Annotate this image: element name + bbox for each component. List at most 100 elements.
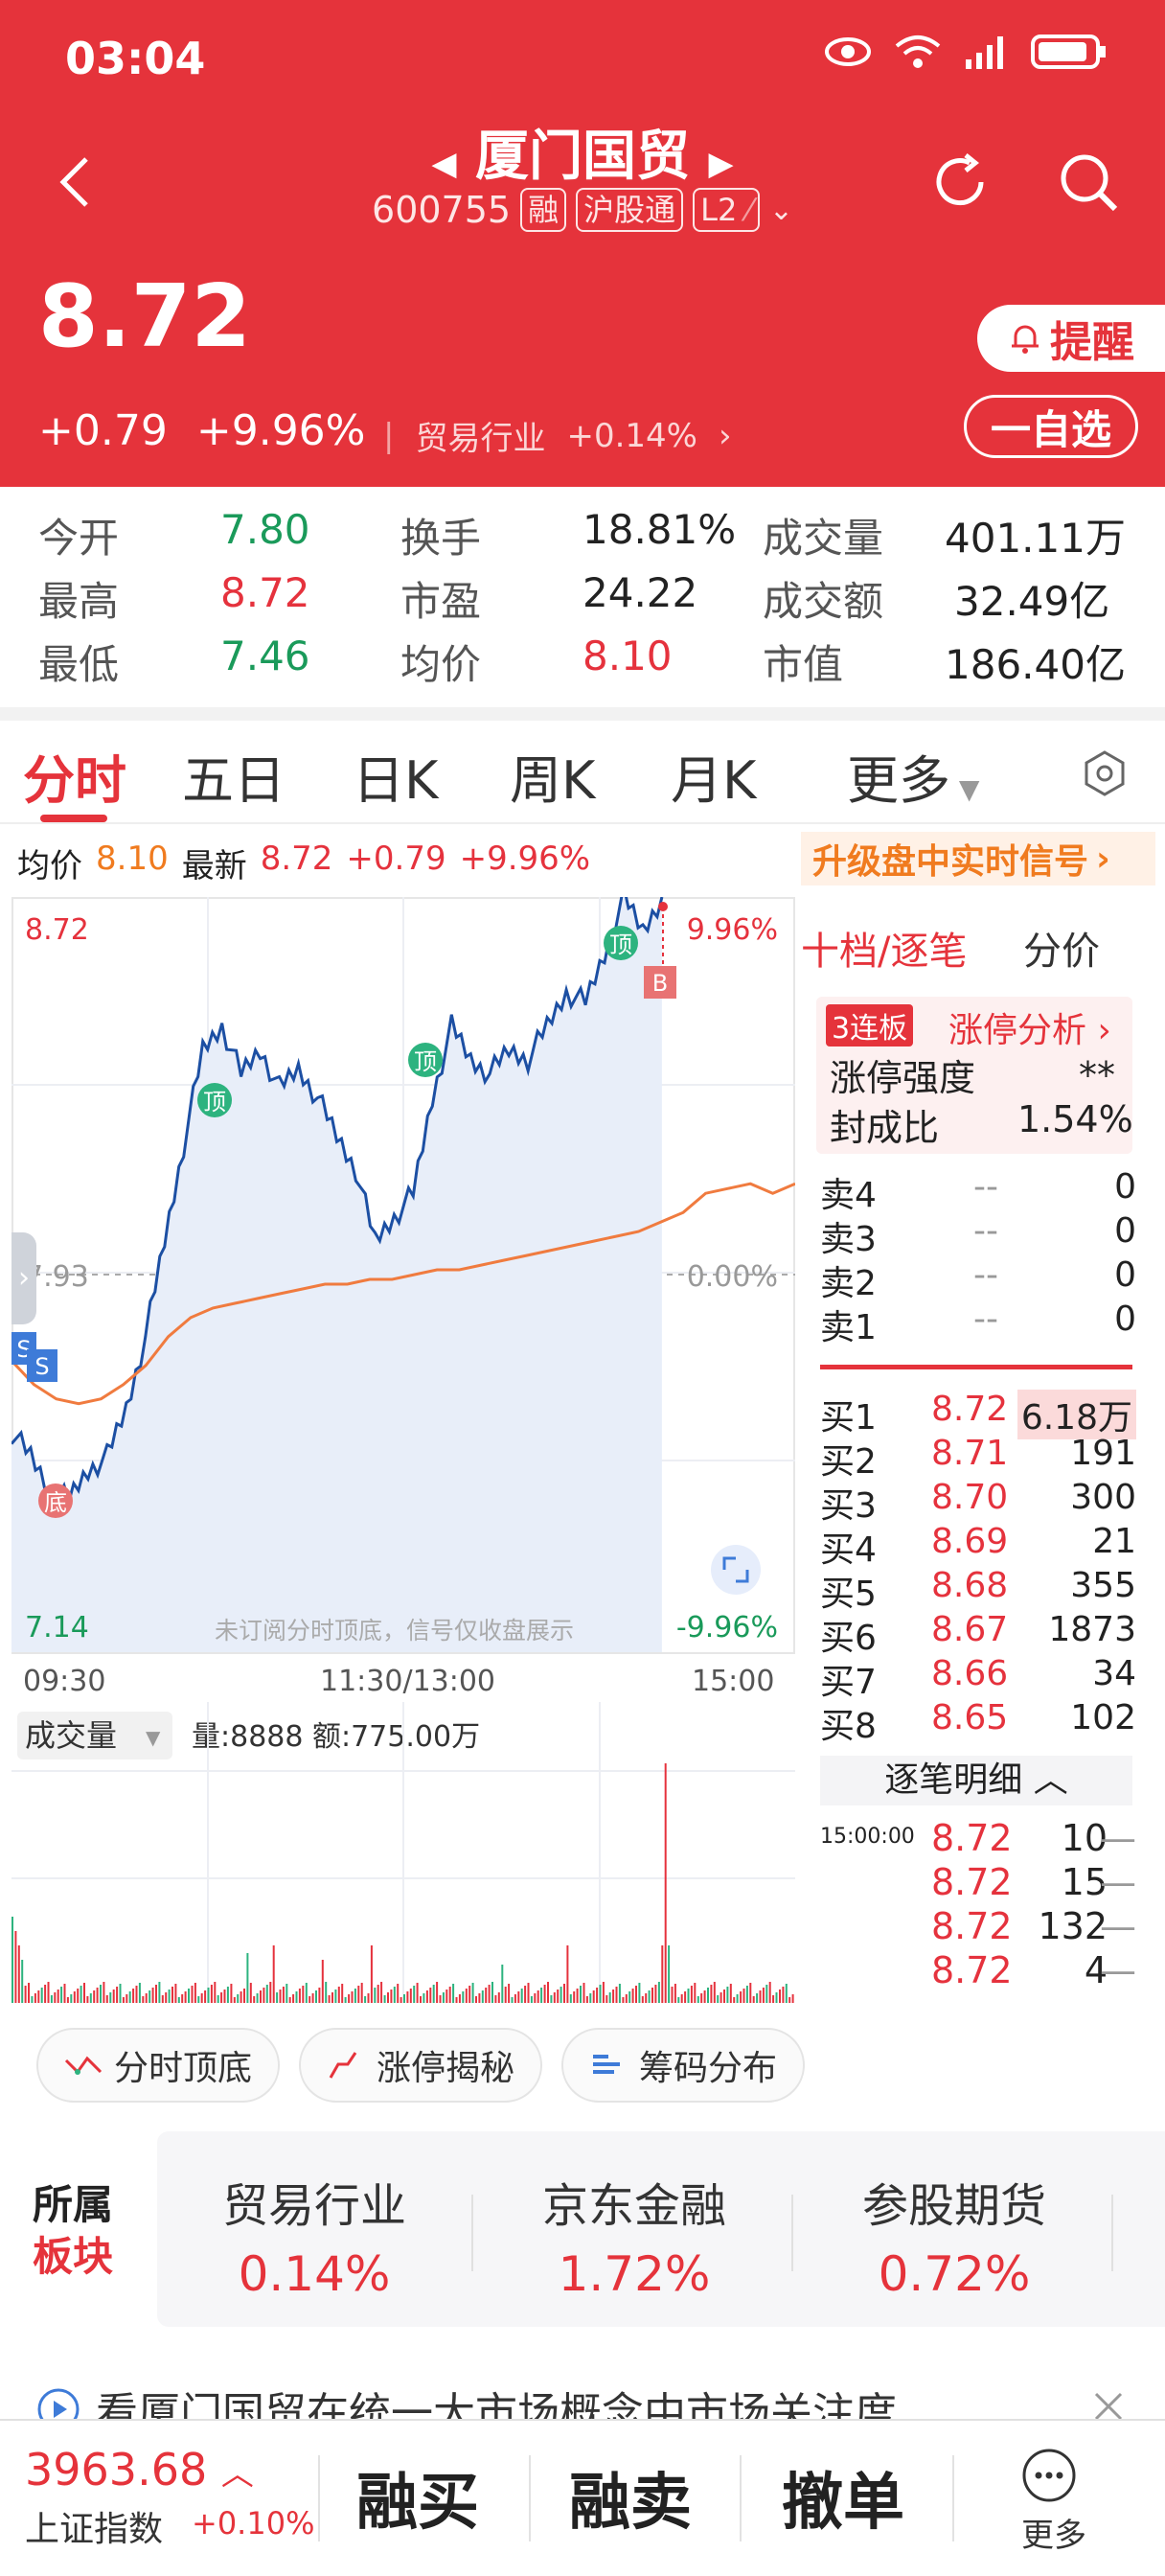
- volume-bar: [700, 1993, 703, 2003]
- change-row: +0.79 +9.96%: [38, 406, 366, 455]
- axis-top-price: 8.72: [25, 913, 89, 947]
- chevron-down-icon[interactable]: ⌄: [768, 193, 793, 227]
- volume-bar: [220, 1992, 223, 2003]
- average-line: [11, 1182, 795, 1406]
- volume-bar: [635, 1986, 637, 2003]
- volume-bar: [240, 1991, 242, 2003]
- open-label: 今开: [38, 515, 120, 562]
- volume-bar: [11, 1917, 13, 2003]
- tab-weekly-k[interactable]: 周K: [510, 750, 596, 811]
- volume-bar: [707, 1988, 709, 2003]
- sell-row: 卖4 -- 0: [820, 1167, 1136, 1215]
- tab-intraday[interactable]: 分时: [23, 750, 126, 811]
- next-stock-icon[interactable]: ▶: [708, 145, 734, 183]
- trade-detail-toggle[interactable]: 逐笔明细 ︿: [820, 1756, 1132, 1806]
- limit-up-secret-button[interactable]: 涨停揭秘: [299, 2028, 542, 2103]
- volume-bar: [171, 1987, 173, 2003]
- volume-bar: [142, 1996, 145, 2003]
- chip-distribution-button[interactable]: 筹码分布: [561, 2028, 805, 2103]
- volume-bar: [768, 1982, 771, 2003]
- volume-bar: [779, 1990, 781, 2003]
- prev-stock-icon[interactable]: ◀: [431, 145, 457, 183]
- chart-settings-icon[interactable]: [1081, 749, 1129, 797]
- volume-bar: [217, 1995, 219, 2003]
- volume-bar: [200, 1993, 203, 2003]
- price-area: [11, 897, 662, 1652]
- volume-bar: [318, 1988, 321, 2003]
- volume-bar: [308, 1996, 311, 2003]
- cap-value: 186.40亿: [945, 641, 1126, 688]
- tab-ten-level[interactable]: 十档/逐笔: [801, 930, 968, 974]
- volume-bar: [425, 1990, 428, 2003]
- remind-button[interactable]: 提醒: [977, 305, 1165, 372]
- sell-row: 卖1 -- 0: [820, 1300, 1136, 1347]
- side-expand-handle[interactable]: ›: [11, 1232, 36, 1324]
- volume-bar: [514, 1994, 516, 2003]
- more-button[interactable]: 更多: [1021, 2448, 1086, 2556]
- volume-bar: [403, 1994, 405, 2003]
- volume-bar: [325, 1982, 328, 2003]
- sector-item[interactable]: 参股期货 0.72%: [861, 2179, 1046, 2302]
- volume-bar: [158, 1982, 161, 2003]
- volume-bar: [24, 1986, 27, 2003]
- sector-panel: [157, 2131, 1165, 2327]
- buy-row: 买8 8.65 102: [820, 1698, 1136, 1746]
- margin-sell-button[interactable]: 融卖: [569, 2468, 692, 2539]
- close-icon[interactable]: [1092, 2390, 1125, 2423]
- tag-connect: 沪股通: [576, 188, 684, 232]
- back-icon[interactable]: [56, 153, 94, 211]
- volume-bar: [618, 1984, 621, 2003]
- axis-bottom-pct: -9.96%: [676, 1611, 778, 1644]
- volume-bar: [785, 1984, 788, 2003]
- sector-item[interactable]: 京东金融 1.72%: [541, 2179, 726, 2302]
- volume-bar: [465, 1989, 468, 2003]
- volume-bar: [534, 1993, 537, 2003]
- tab-more[interactable]: 更多 ▼: [847, 750, 980, 811]
- margin-buy-button[interactable]: 融买: [356, 2468, 479, 2539]
- limit-analysis-link[interactable]: 涨停分析 ›: [948, 1011, 1111, 1050]
- seal-label: 封成比: [830, 1107, 940, 1149]
- expand-icon: [711, 1545, 761, 1595]
- volume-bar: [668, 1945, 671, 2003]
- trend-icon: [64, 2056, 103, 2075]
- cancel-order-button[interactable]: 撤单: [782, 2468, 904, 2539]
- index-price[interactable]: 3963.68 ︿: [25, 2444, 254, 2496]
- volume-bar: [380, 1982, 383, 2003]
- add-favorite-button[interactable]: 一自选: [964, 395, 1138, 458]
- tab-price-dist[interactable]: 分价: [1023, 930, 1100, 974]
- sector-item[interactable]: 贸易行业 0.14%: [221, 2179, 406, 2302]
- volume-bar: [243, 1989, 245, 2003]
- volume-bar: [742, 1989, 745, 2003]
- upgrade-signal-banner[interactable]: 升级盘中实时信号 ›: [801, 832, 1155, 886]
- search-icon[interactable]: [1056, 150, 1121, 215]
- industry-link[interactable]: | 贸易行业 +0.14% ›: [383, 412, 732, 459]
- volume-bar: [736, 1994, 739, 2003]
- tab-daily-k[interactable]: 日K: [353, 750, 439, 811]
- eye-icon: [825, 37, 871, 66]
- volume-bar: [63, 1984, 66, 2003]
- volume-bar: [337, 1987, 340, 2003]
- tag-l2[interactable]: L2 ⁄: [693, 188, 760, 232]
- volume-bar: [89, 1993, 92, 2003]
- refresh-icon[interactable]: [927, 150, 993, 215]
- volume-bar: [687, 1989, 690, 2003]
- tick-row: 15:00:00 8.72 10—: [820, 1817, 1136, 1859]
- tab-monthly-k[interactable]: 月K: [671, 750, 757, 811]
- volume-bar: [116, 1987, 119, 2003]
- volume-bar: [364, 1996, 367, 2003]
- volume-bar: [83, 1983, 85, 2003]
- tab-five-day[interactable]: 五日: [182, 750, 286, 811]
- intraday-top-bottom-button[interactable]: 分时顶底: [36, 2028, 280, 2103]
- buy-row: 买1 8.72 6.18万: [820, 1390, 1136, 1439]
- caret-down-icon: ▼: [950, 773, 980, 805]
- high-label: 最高: [38, 578, 120, 625]
- stock-name: 厦门国贸: [475, 126, 690, 188]
- amount-label: 成交额: [763, 578, 884, 625]
- volume-bar: [397, 1984, 400, 2003]
- stock-name-row: ◀ 厦门国贸 ▶: [0, 113, 1165, 191]
- volume-bar: [311, 1993, 314, 2003]
- volume-bar: [439, 1995, 442, 2003]
- industry-pct: +0.14%: [566, 416, 697, 455]
- volume-bar: [690, 1986, 693, 2003]
- volume-bar: [508, 1984, 511, 2003]
